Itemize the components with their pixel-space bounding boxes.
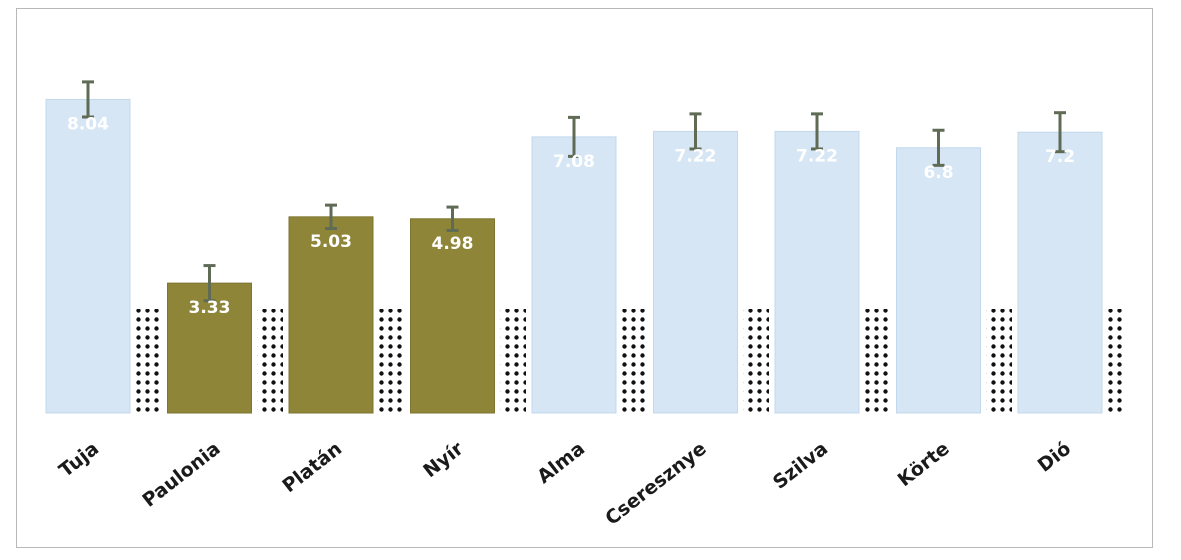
category-label-paulonia: Paulonia (138, 438, 224, 512)
value-label-platán: 5.03 (310, 232, 352, 252)
error-bars (82, 80, 1066, 303)
category-label-cseresznye: Cseresznye (601, 438, 710, 530)
bar-paulonia (167, 282, 252, 414)
value-labels: 8.04 3.33 5.03 4.98 7.08 7.22 7.22 6.8 7.2 (67, 114, 1075, 318)
value-label-szilva: 7.22 (796, 146, 838, 166)
category-label-szilva: Szilva (769, 438, 832, 494)
value-label-paulonia: 3.33 (189, 298, 231, 318)
chart-frame: 8.04 3.33 5.03 4.98 7.08 7.22 7.22 6.8 7.2 Tuja P… (16, 8, 1153, 548)
value-label-nyír: 4.98 (432, 234, 474, 254)
bar-alma (531, 136, 617, 414)
bar-szilva (774, 130, 860, 414)
bar-dió (1017, 131, 1103, 414)
bar-tuja (45, 98, 131, 414)
category-labels: Tuja Paulonia Platán Nyír Alma Cseresznye Szil… (55, 437, 1075, 530)
bar-körte (896, 147, 981, 414)
category-label-dió: Dió (1034, 438, 1075, 477)
value-label-tuja: 8.04 (67, 114, 109, 134)
bars (40, 98, 1108, 414)
value-label-alma: 7.08 (553, 152, 595, 172)
category-label-tuja: Tuja (55, 438, 103, 482)
value-label-cseresznye: 7.22 (675, 146, 717, 166)
category-label-platán: Platán (278, 438, 346, 498)
value-label-dió: 7.2 (1045, 147, 1075, 167)
category-label-nyír: Nyír (419, 437, 468, 482)
category-label-körte: Körte (894, 438, 954, 492)
bar-chart: 8.04 3.33 5.03 4.98 7.08 7.22 7.22 6.8 7.2 Tuja P… (40, 80, 1122, 530)
bar-nyír (410, 218, 495, 414)
value-label-körte: 6.8 (923, 163, 953, 183)
category-label-alma: Alma (533, 438, 589, 488)
bar-cseresznye (653, 130, 738, 414)
